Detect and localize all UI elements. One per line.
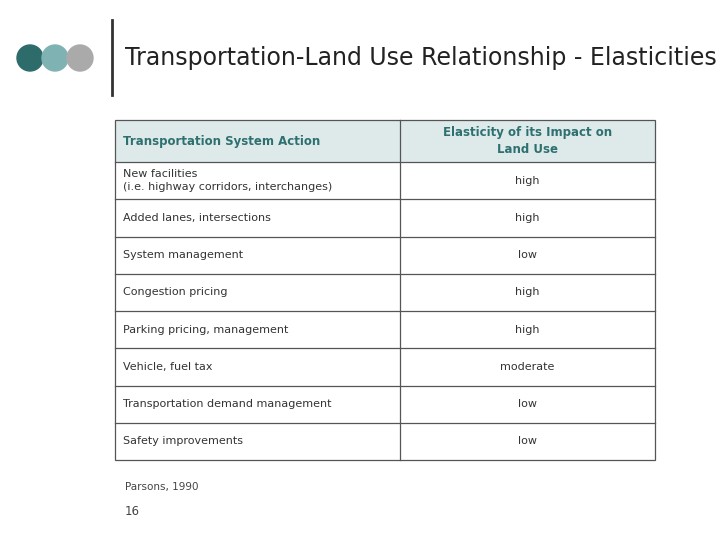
Text: System management: System management bbox=[123, 250, 243, 260]
Text: high: high bbox=[516, 176, 540, 186]
Text: Transportation System Action: Transportation System Action bbox=[123, 134, 320, 147]
Text: high: high bbox=[516, 325, 540, 335]
Bar bbox=[115, 120, 655, 162]
Text: Transportation-Land Use Relationship - Elasticities: Transportation-Land Use Relationship - E… bbox=[125, 46, 716, 70]
Text: New facilities
(i.e. highway corridors, interchanges): New facilities (i.e. highway corridors, … bbox=[123, 170, 332, 192]
Text: low: low bbox=[518, 399, 537, 409]
Text: low: low bbox=[518, 250, 537, 260]
Text: Transportation demand management: Transportation demand management bbox=[123, 399, 331, 409]
Text: high: high bbox=[516, 213, 540, 223]
Bar bbox=[115, 120, 655, 460]
Text: Vehicle, fuel tax: Vehicle, fuel tax bbox=[123, 362, 212, 372]
Text: Elasticity of its Impact on
Land Use: Elasticity of its Impact on Land Use bbox=[443, 126, 612, 156]
Text: Parking pricing, management: Parking pricing, management bbox=[123, 325, 289, 335]
Text: 16: 16 bbox=[125, 505, 140, 518]
Text: Parsons, 1990: Parsons, 1990 bbox=[125, 482, 199, 492]
Circle shape bbox=[67, 45, 93, 71]
Text: high: high bbox=[516, 287, 540, 298]
Text: moderate: moderate bbox=[500, 362, 554, 372]
Text: low: low bbox=[518, 436, 537, 447]
Text: Added lanes, intersections: Added lanes, intersections bbox=[123, 213, 271, 223]
Circle shape bbox=[17, 45, 43, 71]
Text: Congestion pricing: Congestion pricing bbox=[123, 287, 228, 298]
Circle shape bbox=[42, 45, 68, 71]
Text: Safety improvements: Safety improvements bbox=[123, 436, 243, 447]
